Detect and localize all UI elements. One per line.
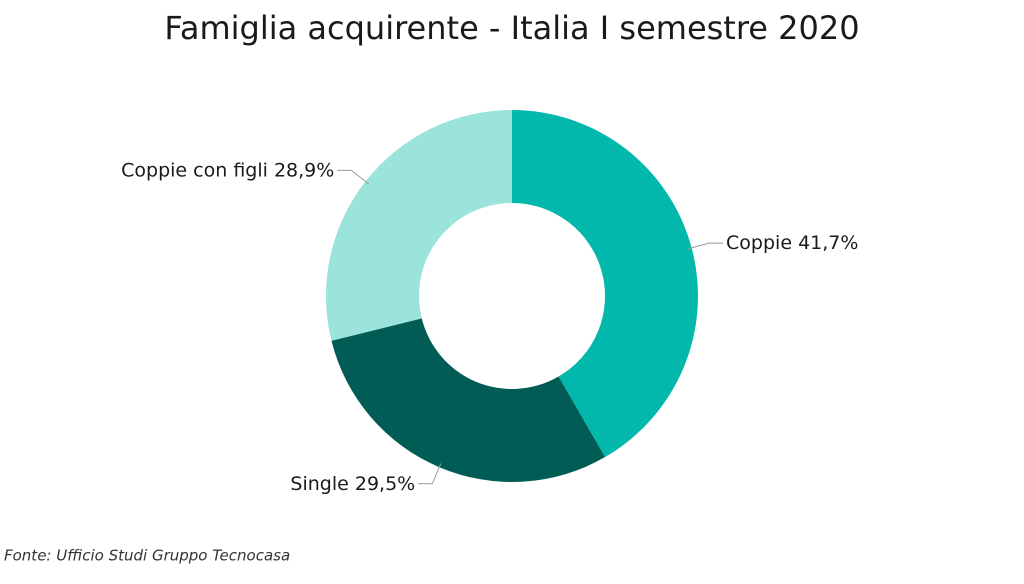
data-label: Single 29,5%: [290, 472, 415, 494]
source-note: Fonte: Ufficio Studi Gruppo Tecnocasa: [4, 547, 290, 565]
data-label: Coppie 41,7%: [726, 232, 858, 254]
value-label: 28,9%: [274, 159, 334, 181]
donut-slice: [331, 318, 606, 482]
leader-line: [687, 242, 724, 250]
category-label: Coppie: [726, 232, 792, 254]
data-label: Coppie con figli 28,9%: [121, 159, 334, 181]
donut-slice: [325, 110, 512, 341]
leader-line: [337, 169, 369, 185]
chart-title: Famiglia acquirente - Italia I semestre …: [164, 9, 859, 47]
category-label: Single: [290, 472, 348, 494]
donut-slice: [512, 110, 698, 458]
category-label: Coppie con figli: [121, 159, 268, 181]
value-label: 41,7%: [798, 232, 858, 254]
value-label: 29,5%: [355, 472, 415, 494]
leader-line: [418, 463, 442, 485]
